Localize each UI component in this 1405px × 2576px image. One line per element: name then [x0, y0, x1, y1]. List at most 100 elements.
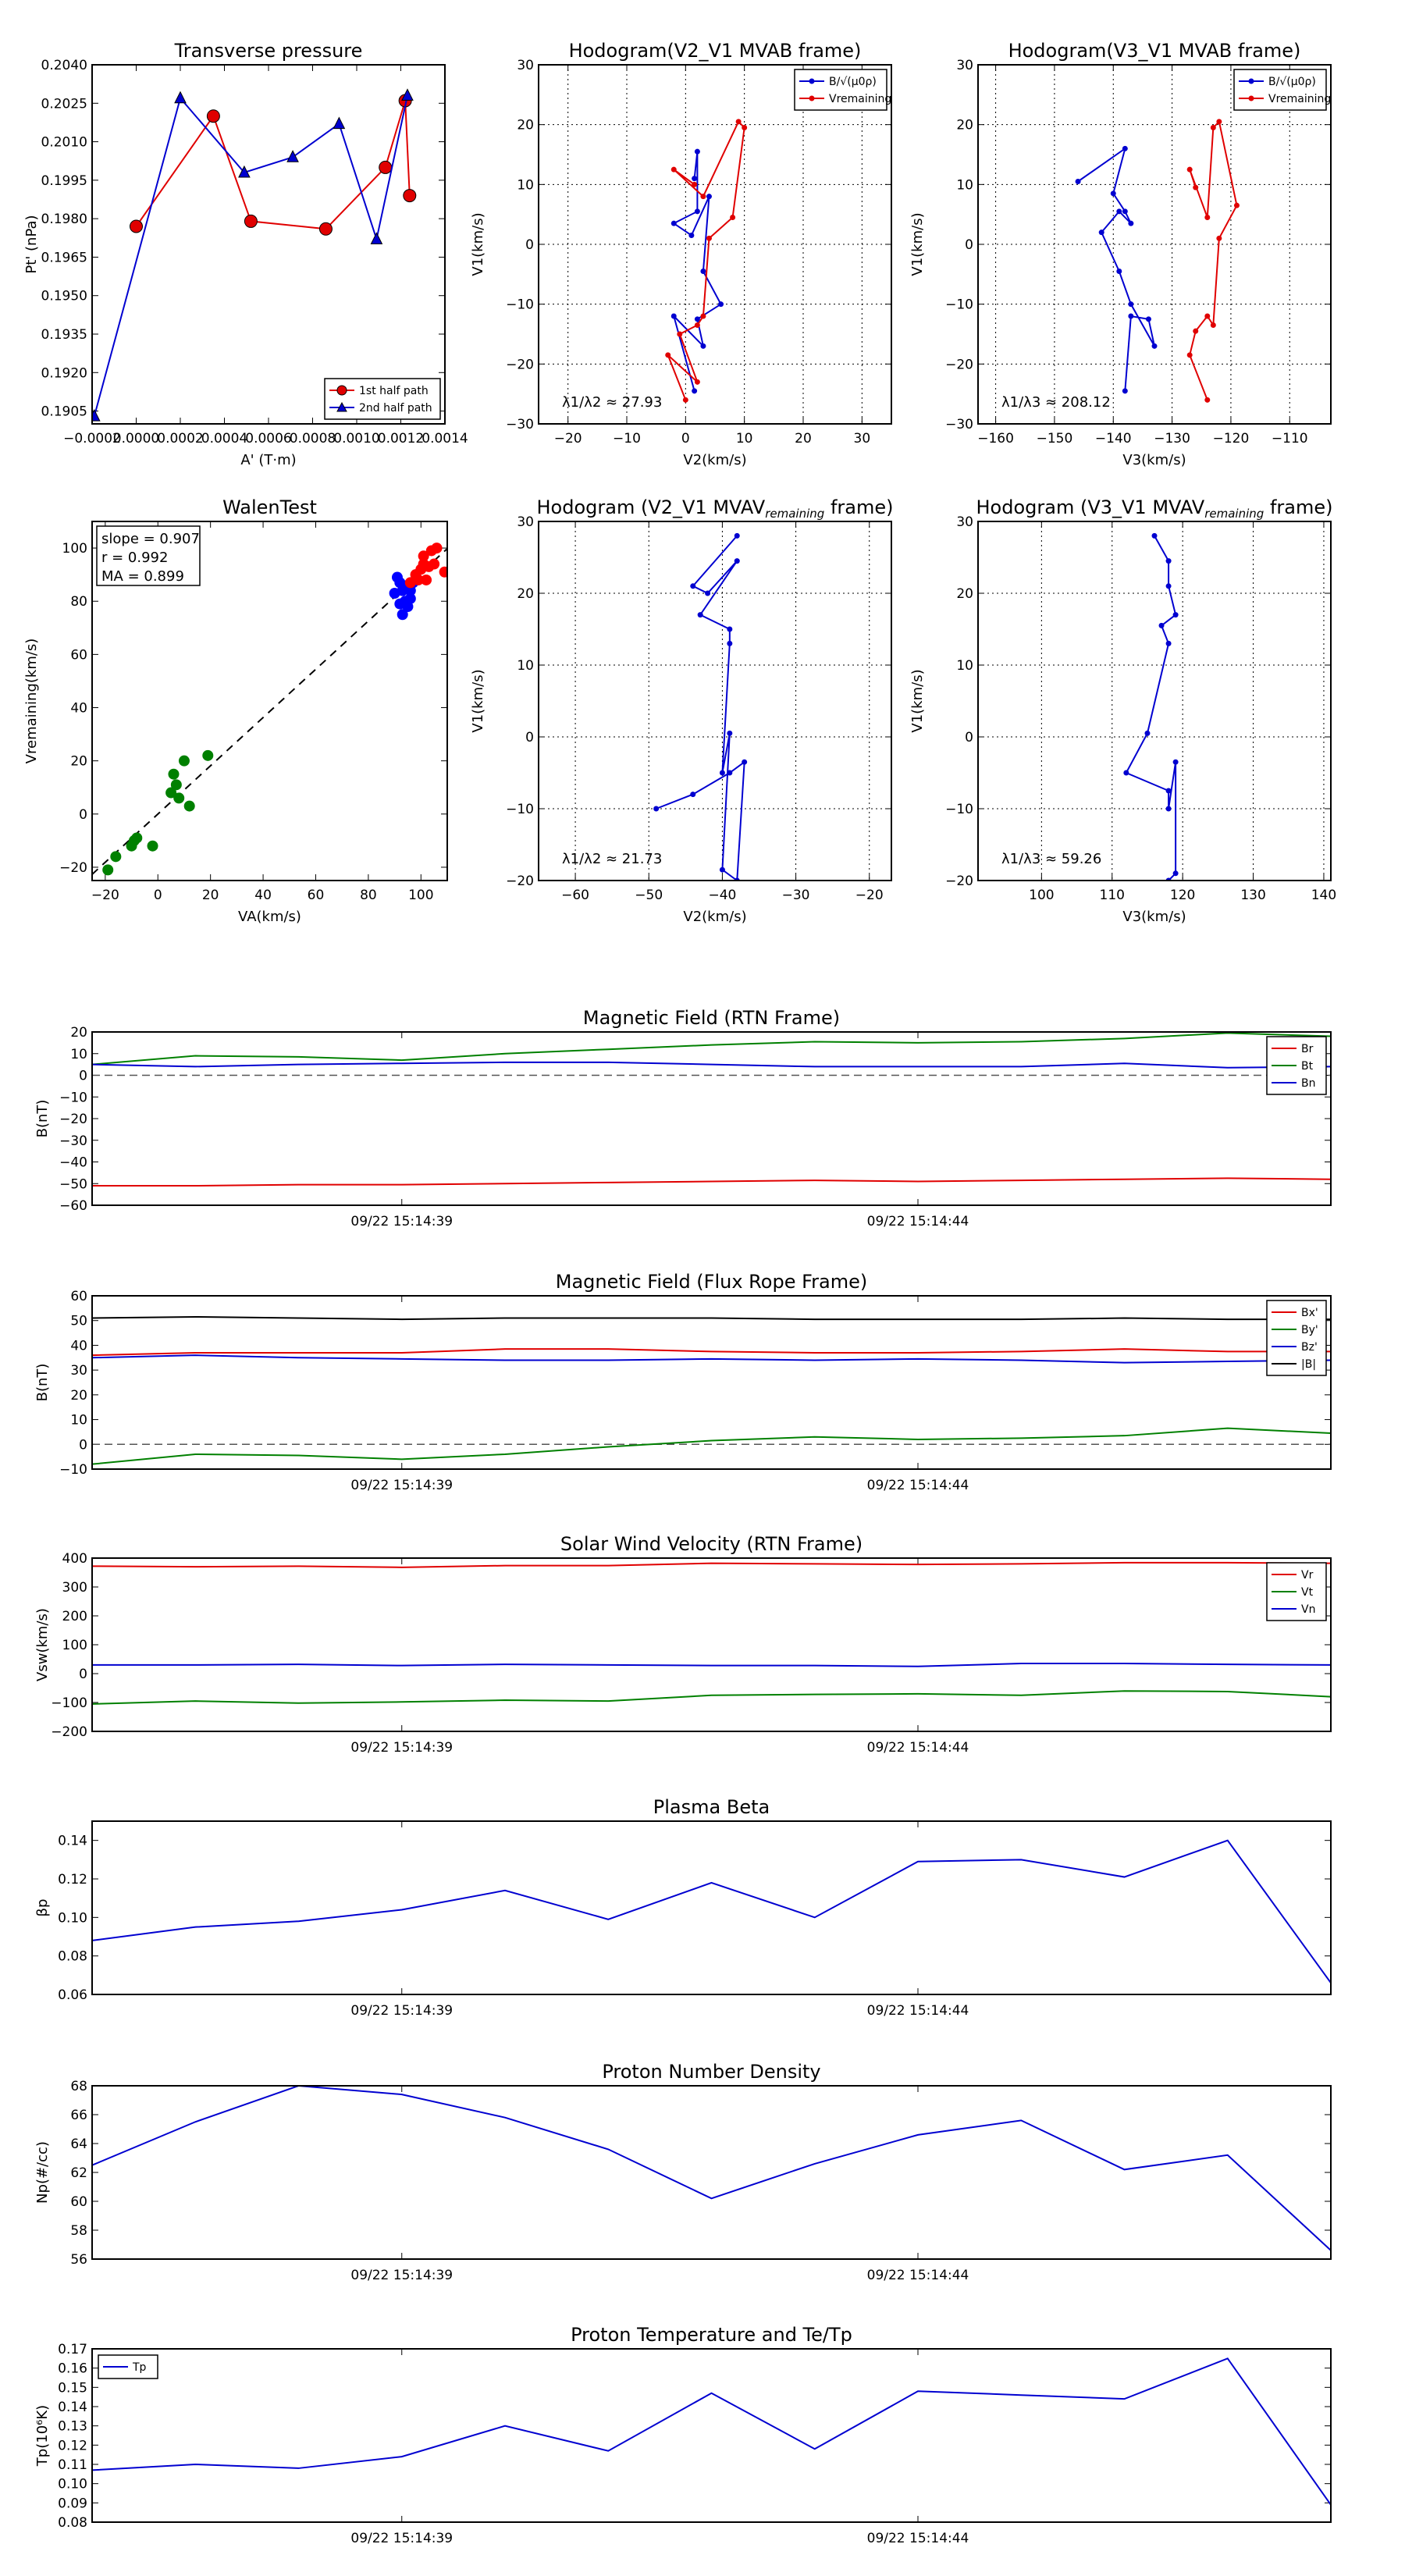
walen-test-chart: WalenTest −20 0 20 40 60 80 100 −20 0 20 40 60 80 100 V…: [23, 496, 448, 925]
y-axis-label: Pt' (nPa): [23, 215, 40, 273]
data-point: [379, 160, 393, 174]
data-point: [183, 800, 195, 812]
ratio-annotation: λ1/λ3 ≈ 208.12: [1001, 394, 1111, 411]
data-point: [700, 313, 706, 319]
y-tick-label: 0.1950: [41, 289, 87, 304]
x-tick-label: 0: [681, 431, 690, 447]
plot-area: [1123, 532, 1179, 881]
legend-label: Vn: [1301, 1603, 1315, 1616]
x-tick-label: 20: [795, 431, 812, 447]
chart-title: Magnetic Field (Flux Rope Frame): [556, 1271, 867, 1293]
y-tick-label: 80: [70, 594, 87, 610]
y-axis-label: Tp(10⁶K): [34, 2405, 51, 2467]
data-point: [734, 558, 740, 564]
data-point: [653, 806, 660, 812]
data-point: [719, 866, 725, 873]
data-point: [700, 269, 706, 274]
ratio-annotation: λ1/λ3 ≈ 59.26: [1001, 851, 1101, 867]
y-tick-label: 10: [70, 1413, 87, 1429]
data-point: [403, 189, 417, 203]
y-tick-label: 0.1980: [41, 212, 87, 227]
y-tick-label: −30: [59, 1133, 87, 1149]
data-point: [174, 91, 187, 104]
x-tick-label: 20: [202, 888, 219, 903]
plot-area: [92, 2357, 1331, 2506]
data-point: [692, 388, 698, 394]
data-point: [402, 601, 414, 613]
plot-frame: [91, 64, 446, 425]
x-tick-label: 0.0010: [333, 431, 379, 447]
x-tick-label: 09/22 15:14:44: [867, 2531, 969, 2546]
x-tick-label: −20: [91, 888, 119, 903]
legend-label: 2nd half path: [359, 402, 432, 415]
data-point: [690, 583, 696, 589]
data-point: [694, 379, 700, 385]
y-tick-label: 30: [956, 514, 973, 530]
series-line-bn: [92, 1061, 1331, 1069]
x-tick-label: 120: [1170, 888, 1195, 903]
series-line-tp: [92, 2357, 1331, 2506]
data-point: [1128, 301, 1134, 308]
y-tick-label: 20: [517, 586, 534, 602]
y-axis-label: Vsw(km/s): [34, 1608, 51, 1681]
y-tick-label: 0.2010: [41, 135, 87, 151]
data-point: [727, 730, 733, 736]
y-tick-label: −10: [59, 1462, 87, 1478]
y-tick-label: 0.06: [58, 1987, 87, 2003]
data-point: [706, 235, 712, 241]
plot-area: [1075, 119, 1240, 403]
y-tick-label: 10: [956, 177, 973, 193]
x-tick-label: 09/22 15:14:39: [350, 2531, 453, 2546]
y-tick-label: −10: [506, 297, 534, 313]
plasma-beta-chart: Plasma Beta 0.06 0.08 0.10 0.12 0.14 09/22 15:…: [34, 1796, 1332, 2019]
series-line-vremaining: [1189, 119, 1238, 400]
data-point: [429, 558, 440, 570]
y-tick-label: 10: [956, 658, 973, 674]
y-tick-label: 0: [79, 1437, 87, 1453]
y-tick-label: 30: [956, 58, 973, 73]
data-point: [1151, 532, 1158, 539]
chart-title: Plasma Beta: [653, 1796, 770, 1818]
data-point: [244, 214, 258, 228]
data-point: [421, 574, 432, 585]
y-tick-label: 0.1920: [41, 365, 87, 381]
x-tick-label: 09/22 15:14:44: [867, 2003, 969, 2019]
y-tick-label: 0.10: [58, 2477, 87, 2492]
y-tick-label: −20: [506, 357, 534, 372]
y-tick-label: 60: [70, 647, 87, 663]
x-tick-label: 10: [736, 431, 753, 447]
y-tick-label: 60: [70, 2194, 87, 2210]
y-tick-label: −10: [59, 1090, 87, 1105]
series-line-vr: [92, 1561, 1331, 1568]
y-tick-label: 0.10: [58, 1910, 87, 1926]
series-line-2nd-half-path: [93, 95, 408, 417]
series-line-np: [92, 2086, 1331, 2251]
data-point: [692, 181, 698, 187]
x-tick-label: 09/22 15:14:39: [350, 1740, 453, 1756]
data-point: [173, 792, 185, 804]
data-point: [1128, 313, 1134, 319]
x-tick-label: 130: [1240, 888, 1265, 903]
x-tick-label: 09/22 15:14:39: [350, 1214, 453, 1229]
plot-area: [92, 1315, 1331, 1465]
x-tick-label: −110: [1272, 431, 1308, 447]
y-tick-label: −10: [945, 802, 973, 817]
y-tick-label: 0.12: [58, 1872, 87, 1888]
y-tick-label: 0: [525, 237, 534, 253]
y-tick-label: 0.13: [58, 2419, 87, 2435]
y-tick-label: 64: [70, 2137, 87, 2152]
data-point: [692, 176, 698, 182]
data-point: [694, 316, 700, 322]
data-point: [1172, 870, 1179, 877]
x-tick-label: 40: [254, 888, 272, 903]
y-axis-label: V1(km/s): [909, 212, 926, 276]
series-line-vt: [92, 1690, 1331, 1705]
data-point: [700, 343, 706, 349]
y-tick-label: 0.16: [58, 2361, 87, 2377]
series-line-bt: [92, 1032, 1331, 1066]
y-tick-label: 68: [70, 2079, 87, 2094]
stats-box: [96, 525, 201, 586]
data-point: [202, 749, 214, 761]
y-tick-label: 100: [62, 541, 87, 557]
y-tick-label: 0: [79, 807, 87, 823]
